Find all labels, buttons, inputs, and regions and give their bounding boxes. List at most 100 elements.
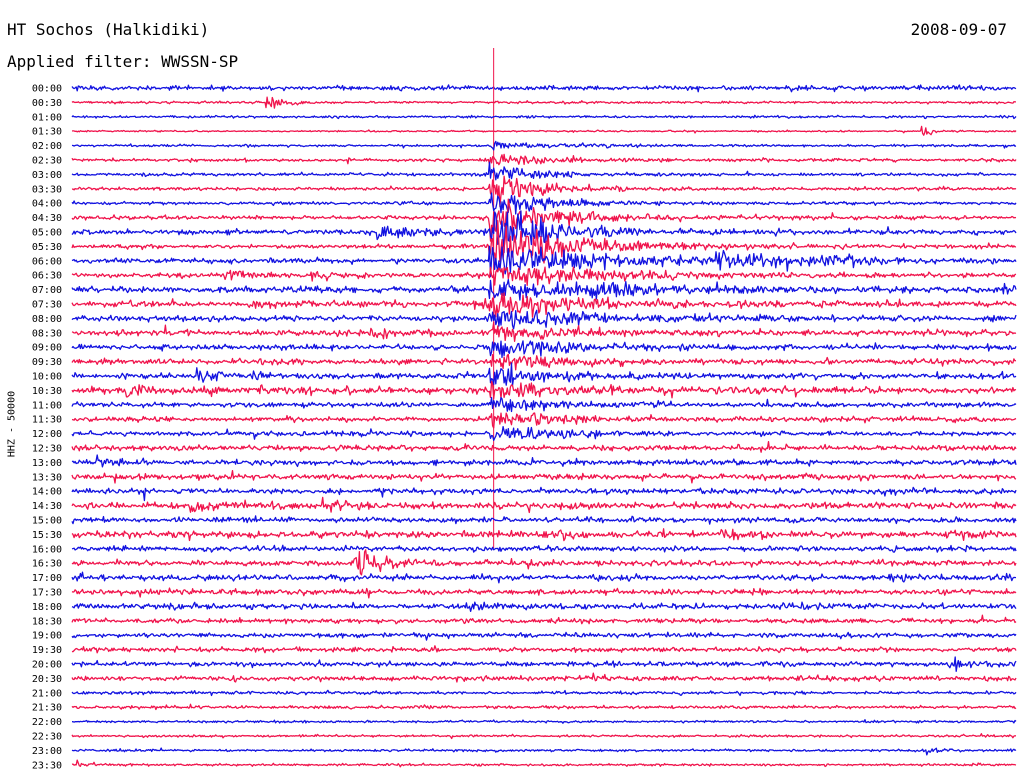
trace-row-0030 [71,96,1016,109]
trace-row-1830 [71,614,1017,625]
row-time-label: 19:00 [32,631,62,642]
trace-row-2230 [71,733,1017,740]
row-time-label: 14:30 [32,501,62,512]
row-time-label: 03:00 [32,170,62,181]
row-time-label: 12:00 [32,429,62,440]
row-time-label: 08:30 [32,328,62,339]
trace-row-0300 [71,161,1017,181]
trace-row-1930 [71,645,1017,654]
trace-row-1230 [71,440,1017,453]
row-time-label: 10:00 [32,372,62,383]
trace-row-0330 [71,175,1017,208]
row-time-label: 22:00 [32,717,62,728]
row-time-label: 15:30 [32,530,62,541]
row-time-label: 18:00 [32,602,62,613]
row-time-label: 21:30 [32,703,62,714]
row-time-label: 07:00 [32,285,62,296]
row-time-label: 06:30 [32,271,62,282]
row-time-label: 04:30 [32,213,62,224]
trace-row-1300 [71,454,1017,468]
trace-row-0800 [71,309,1017,330]
row-time-label: 19:30 [32,645,62,656]
row-time-label: 22:30 [32,732,62,743]
row-time-label: 02:30 [32,156,62,167]
trace-row-0530 [71,220,1017,265]
trace-row-2130 [71,703,1017,711]
trace-row-1130 [71,412,1017,429]
record-date: 2008-09-07 [910,20,1007,39]
row-time-label: 06:00 [32,256,62,267]
station-title: HT Sochos (Halkidiki) [7,20,210,39]
row-time-label: 13:00 [32,458,62,469]
trace-row-0200 [71,140,1017,151]
trace-row-0630 [71,266,1017,286]
row-time-label: 00:30 [32,98,62,109]
row-time-label: 20:00 [32,660,62,671]
trace-row-0230 [71,153,1017,166]
row-time-label: 09:30 [32,357,62,368]
row-time-label: 13:30 [32,472,62,483]
trace-row-1800 [71,601,1017,613]
row-time-label: 12:30 [32,444,62,455]
trace-row-2330 [71,759,1017,768]
trace-row-1030 [71,380,1017,400]
trace-row-0700 [71,278,1017,301]
row-time-label: 23:00 [32,746,62,757]
row-time-label: 15:00 [32,516,62,527]
trace-row-0900 [71,340,1017,359]
row-time-label: 17:00 [32,573,62,584]
trace-row-1330 [71,469,1017,484]
trace-row-1500 [71,515,1017,525]
row-time-label: 03:30 [32,184,62,195]
row-time-label: 16:00 [32,544,62,555]
trace-row-1900 [71,631,1017,641]
trace-row-0730 [71,292,1017,318]
trace-row-0930 [71,353,1017,371]
row-time-label: 17:30 [32,588,62,599]
trace-row-1700 [71,571,1017,584]
trace-row-2100 [71,689,1017,697]
trace-row-2200 [72,719,1017,724]
row-time-label: 08:00 [32,314,62,325]
trace-row-1000 [71,362,1017,387]
trace-row-0600 [71,245,1017,278]
trace-row-1400 [71,486,1017,502]
row-time-label: 10:30 [32,386,62,397]
row-time-label: 16:30 [32,559,62,570]
trace-row-0100 [71,114,1017,120]
trace-row-1600 [71,544,1017,553]
trace-row-0430 [71,198,1017,242]
trace-row-1630 [71,549,1017,576]
row-time-label: 05:30 [32,242,62,253]
filter-label: Applied filter: WWSSN-SP [7,52,239,71]
trace-row-2300 [71,747,1017,756]
trace-row-0000 [71,84,1017,93]
trace-row-0500 [71,210,1017,254]
row-time-label: 18:30 [32,616,62,627]
row-time-label: 05:00 [32,228,62,239]
row-time-label: 11:00 [32,400,62,411]
row-time-label: 01:00 [32,112,62,123]
trace-row-1530 [71,528,1017,542]
row-time-label: 02:00 [32,141,62,152]
trace-row-0830 [71,321,1017,342]
trace-row-0130 [71,125,1017,136]
trace-row-2030 [71,672,1017,683]
trace-row-1200 [71,425,1017,441]
row-time-label: 23:30 [32,760,62,771]
row-time-label: 11:30 [32,415,62,426]
row-time-label: 20:30 [32,674,62,685]
row-time-label: 04:00 [32,199,62,210]
trace-row-1430 [71,496,1017,514]
row-time-label: 01:30 [32,127,62,138]
row-time-label: 21:00 [32,688,62,699]
trace-row-1730 [71,587,1017,599]
row-time-label: 00:00 [32,84,62,95]
trace-row-2000 [71,656,1017,672]
trace-row-0400 [71,192,1017,215]
row-time-label: 09:00 [32,343,62,354]
trace-row-1100 [71,396,1017,413]
row-time-label: 14:00 [32,487,62,498]
row-time-label: 07:30 [32,300,62,311]
